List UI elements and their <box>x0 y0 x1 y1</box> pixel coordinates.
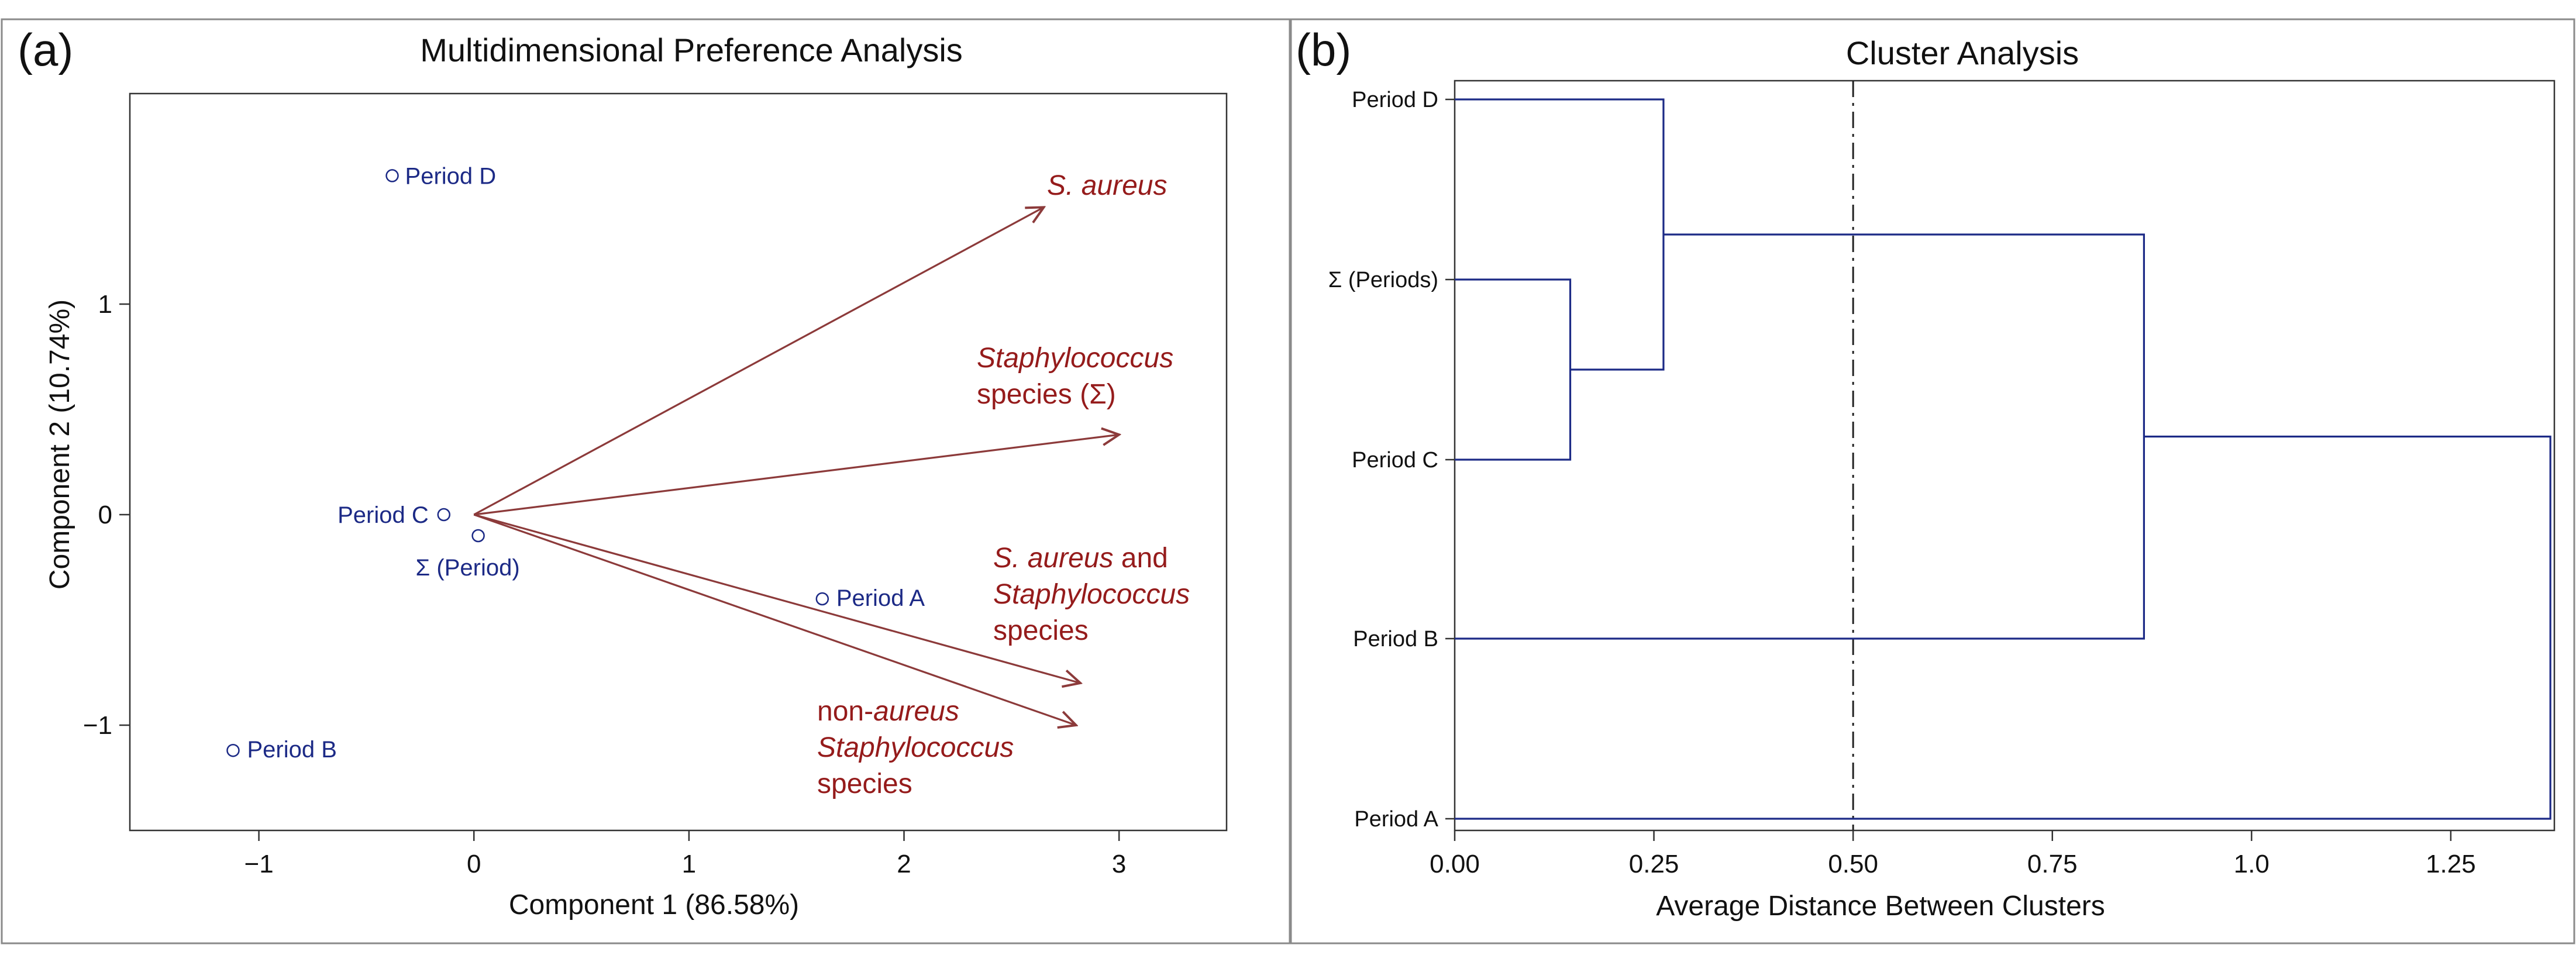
x-tick-label: 0.25 <box>1629 850 1679 878</box>
panel-a-label: (a) <box>18 24 73 75</box>
dendrogram-link <box>1455 435 2551 820</box>
data-point <box>471 529 485 543</box>
panel-b: (b) Cluster Analysis 0.00 0.25 0.50 0.75 1.0… <box>1290 18 2575 944</box>
leaf-label: Period D <box>1352 88 1438 112</box>
x-tick-label: 3 <box>1112 850 1126 878</box>
panel-a-vectors: S. aureus Staphylococcus species (Σ) S. aur… <box>473 170 1190 799</box>
loading-vector <box>473 513 1076 725</box>
vector-label: Staphylococcus species (Σ) <box>977 343 1173 410</box>
leaf-label: Σ (Periods) <box>1328 268 1438 292</box>
panel-a-title: Multidimensional Preference Analysis <box>420 32 963 68</box>
x-tick-label: 0 <box>467 850 481 878</box>
leaf-label: Period A <box>1354 807 1438 832</box>
y-tick-label: 1 <box>98 290 112 319</box>
point-label: Period C <box>338 502 429 528</box>
x-tick-label: 0.00 <box>1430 850 1480 878</box>
panel-a-y-ticks: −1 0 1 <box>83 290 130 740</box>
panel-b-x-ticks: 0.00 0.25 0.50 0.75 1.0 1.25 <box>1430 830 2476 878</box>
x-tick-label: 1.0 <box>2234 850 2270 878</box>
y-tick-label: 0 <box>98 501 112 529</box>
loading-vector <box>474 435 1119 516</box>
panel-a-y-axis-title: Component 2 (10.74%) <box>44 299 75 589</box>
panel-a-x-axis-title: Component 1 (86.58%) <box>509 890 799 920</box>
dendrogram-link <box>1455 98 1665 371</box>
point-label: Period A <box>836 585 925 611</box>
x-tick-label: 0.75 <box>2027 850 2078 878</box>
panel-a-points: Period D Period C Σ (Period) Period A Period… <box>226 163 925 763</box>
leaf-label: Period B <box>1353 627 1438 651</box>
x-tick-label: 1 <box>682 850 696 878</box>
leaf-label: Period C <box>1352 448 1438 473</box>
loading-vector <box>473 513 1080 683</box>
panel-b-x-axis-title: Average Distance Between Clusters <box>1656 891 2105 922</box>
vector-label: S. aureus <box>1047 170 1167 201</box>
dendrogram-link <box>1455 278 1572 461</box>
data-point <box>226 743 240 757</box>
point-label: Σ (Period) <box>416 555 520 581</box>
panel-a-plot-area <box>129 92 1228 832</box>
y-tick-label: −1 <box>83 711 112 740</box>
panel-a-x-ticks: −1 0 1 2 3 <box>244 830 1126 878</box>
panel-b-label: (b) <box>1296 24 1351 75</box>
point-label: Period B <box>247 737 336 763</box>
panel-a: (a) Multidimensional Preference Analysis… <box>1 18 1291 944</box>
vector-label: S. aureus and Staphylococcus species <box>993 543 1190 646</box>
panel-b-title: Cluster Analysis <box>1846 35 2079 71</box>
point-label: Period D <box>405 163 497 189</box>
x-tick-label: 1.25 <box>2426 850 2476 878</box>
data-point <box>385 169 399 182</box>
loading-vector <box>473 207 1044 516</box>
x-tick-label: 2 <box>897 850 911 878</box>
data-point <box>815 592 829 606</box>
data-point <box>437 508 451 522</box>
dendrogram-link <box>1455 233 2145 640</box>
x-tick-label: 0.50 <box>1828 850 1878 878</box>
panel-b-plot-area <box>1454 80 2556 832</box>
panel-b-dendrogram-links <box>1455 81 2551 830</box>
panel-b-leaf-labels: Period D Σ (Periods) Period C Period B Perio… <box>1328 88 1455 832</box>
vector-label: non-aureus Staphylococcus species <box>817 696 1014 799</box>
panel-a-frame <box>1 18 1291 944</box>
panel-b-frame <box>1290 18 2575 944</box>
x-tick-label: −1 <box>244 850 274 878</box>
